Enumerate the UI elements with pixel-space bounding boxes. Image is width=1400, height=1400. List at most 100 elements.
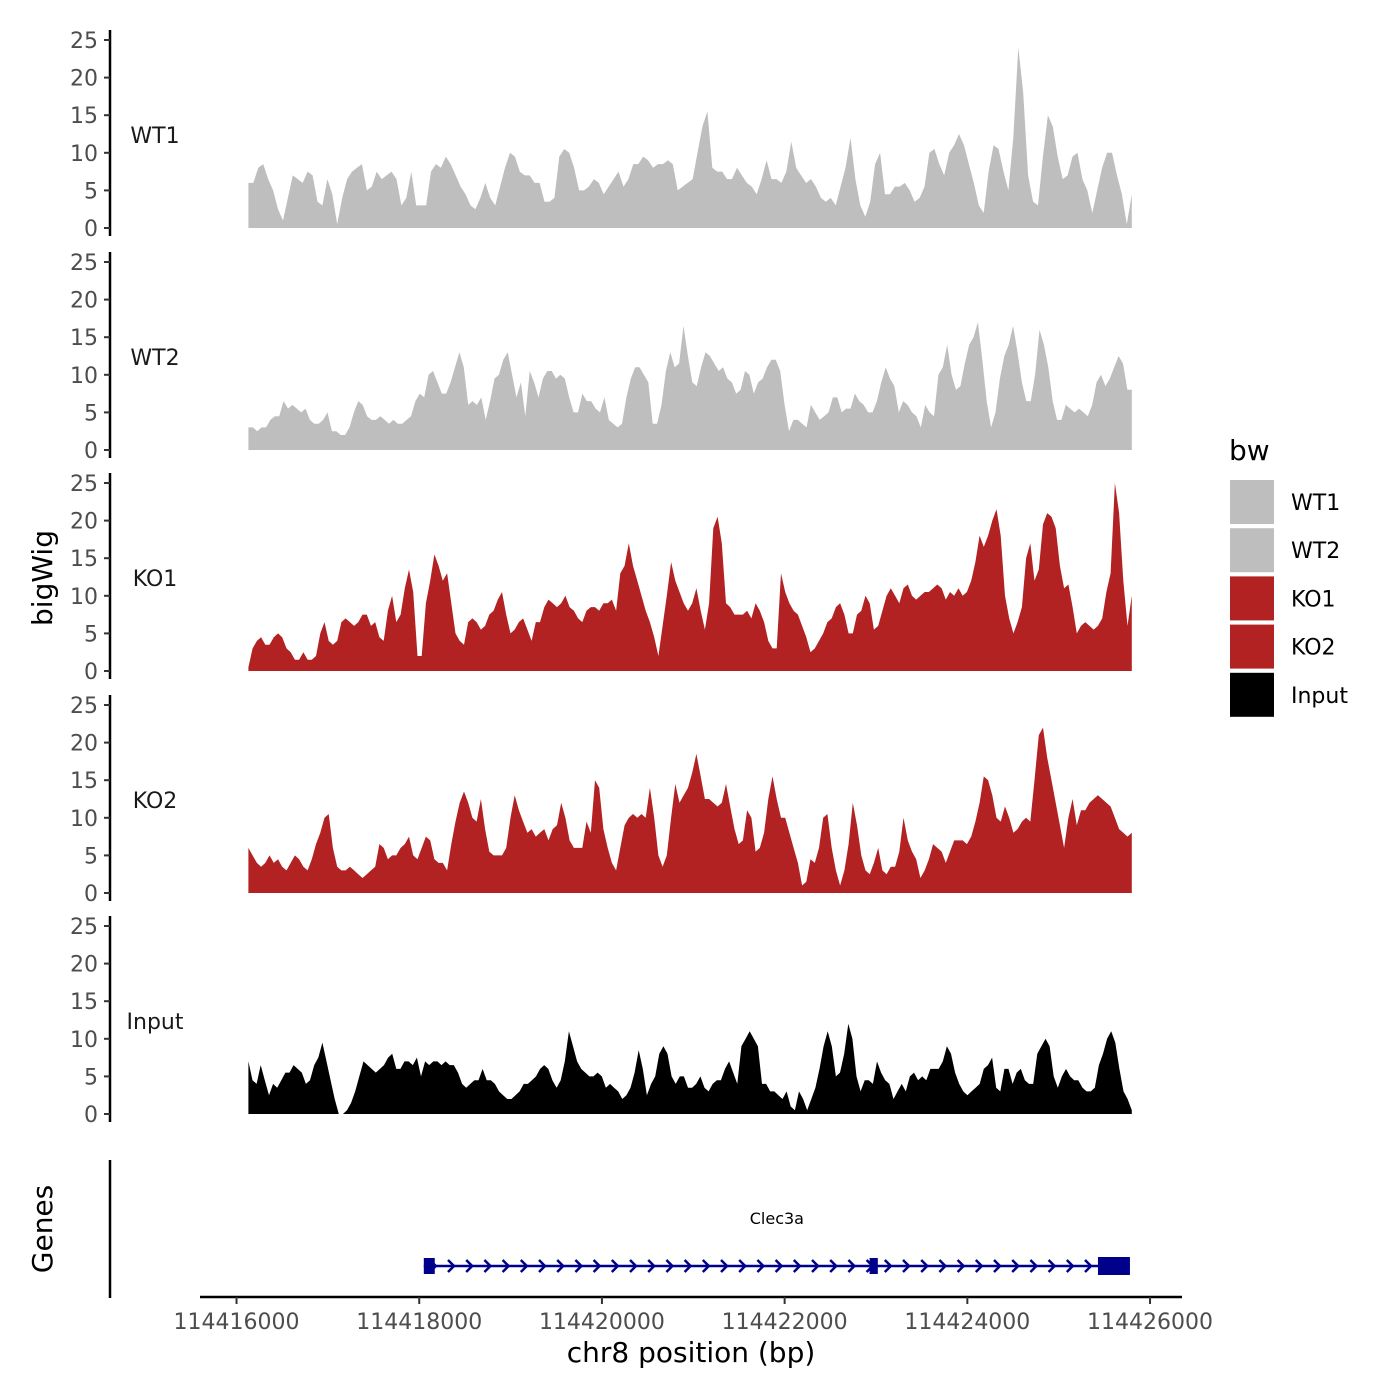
signal-area-ko2 <box>248 727 1132 893</box>
y-tick-label: 10 <box>70 585 98 610</box>
legend-label-ko2: KO2 <box>1291 636 1336 661</box>
strand-arrow <box>519 1259 529 1273</box>
y-tick-label: 5 <box>84 401 98 426</box>
strand-arrow <box>1029 1259 1039 1273</box>
strand-arrow <box>465 1259 474 1273</box>
signal-area-input <box>248 1023 1132 1114</box>
strand-arrow <box>738 1259 747 1273</box>
x-tick-label: 114426000 <box>1087 1310 1213 1335</box>
strand-arrow <box>1047 1259 1057 1273</box>
strand-arrow <box>811 1259 820 1273</box>
strand-arrow <box>629 1259 638 1273</box>
y-tick-label: 0 <box>84 217 98 242</box>
strand-arrow <box>792 1259 802 1273</box>
gene-track: Clec3a <box>108 1160 1130 1298</box>
strand-arrow <box>556 1259 565 1273</box>
strand-arrow <box>920 1259 929 1273</box>
legend-label-wt1: WT1 <box>1291 491 1340 516</box>
y-tick-label: 15 <box>70 990 98 1015</box>
y-tick-label: 5 <box>84 844 98 869</box>
signal-area-ko1 <box>248 483 1132 671</box>
strand-arrow <box>1065 1259 1075 1273</box>
track-wt2: 0 5 10 15 20 25 WT2 <box>70 251 1132 464</box>
legend-key-wt2 <box>1230 528 1274 573</box>
strand-arrow <box>938 1259 948 1273</box>
y-tick-label: 20 <box>70 67 98 92</box>
strand-arrow <box>592 1259 602 1273</box>
y-tick-label: 10 <box>70 142 98 167</box>
signal-tracks: 0510152025WT10510152025WT20510152025KO10… <box>70 29 1132 1128</box>
y-tick-label: 20 <box>70 289 98 314</box>
x-tick-label: 114420000 <box>539 1310 665 1335</box>
strand-arrow <box>574 1259 584 1273</box>
strand-arrow <box>701 1259 711 1273</box>
gene-exon <box>869 1258 878 1274</box>
y-axis-title: bigWig <box>26 530 59 626</box>
x-axis: 114416000 114418000 114420000 114422000 1144… <box>174 1295 1213 1335</box>
y-tick-label: 25 <box>70 472 98 497</box>
x-tick-label: 114422000 <box>722 1310 848 1335</box>
track-label-wt1: WT1 <box>130 124 179 149</box>
y-tick-label: 5 <box>84 179 98 204</box>
y-tick-label: 20 <box>70 510 98 535</box>
y-tick-label: 10 <box>70 1028 98 1053</box>
strand-arrow <box>447 1259 456 1273</box>
y-tick-label: 20 <box>70 732 98 757</box>
y-tick-label: 0 <box>84 1103 98 1128</box>
legend: bw WT1 WT2 KO1 KO2 Input <box>1229 434 1348 717</box>
legend-key-ko2 <box>1230 624 1274 669</box>
strand-arrow <box>847 1259 857 1273</box>
strand-arrow <box>1084 1259 1093 1273</box>
y-tick-label: 25 <box>70 29 98 54</box>
y-tick-label: 0 <box>84 439 98 464</box>
strand-arrow <box>665 1259 675 1273</box>
x-tick-label: 114424000 <box>904 1310 1030 1335</box>
strand-arrow <box>1011 1259 1020 1273</box>
track-ko2: 0 5 10 15 20 25 KO2 <box>70 694 1132 907</box>
strand-arrow <box>501 1259 511 1273</box>
strand-arrow <box>720 1259 729 1273</box>
y-tick-label: 25 <box>70 915 98 940</box>
x-tick-label: 114416000 <box>174 1310 300 1335</box>
gene-name-label: Clec3a <box>750 1209 804 1228</box>
strand-arrow <box>774 1259 784 1273</box>
strand-arrow <box>483 1259 493 1273</box>
strand-arrow <box>902 1259 911 1273</box>
legend-key-ko1 <box>1230 576 1274 621</box>
track-label-ko2: KO2 <box>133 789 178 814</box>
track-ko1: 0 5 10 15 20 25 KO1 <box>70 472 1132 685</box>
y-tick-label: 10 <box>70 807 98 832</box>
y-tick-label: 20 <box>70 953 98 978</box>
legend-label-input: Input <box>1291 684 1348 709</box>
track-label-input: Input <box>127 1010 184 1035</box>
legend-key-input <box>1230 672 1274 717</box>
strand-arrow <box>883 1259 893 1273</box>
legend-label-wt2: WT2 <box>1291 539 1340 564</box>
legend-label-ko1: KO1 <box>1291 587 1336 612</box>
gene-exon <box>1097 1257 1130 1275</box>
gene-exon <box>423 1258 435 1274</box>
strand-arrow <box>956 1259 966 1273</box>
y-tick-label: 15 <box>70 547 98 572</box>
y-tick-label: 15 <box>70 769 98 794</box>
strand-arrow <box>610 1259 620 1273</box>
x-tick-label: 114418000 <box>356 1310 482 1335</box>
signal-area-wt2 <box>248 322 1132 450</box>
legend-title: bw <box>1229 434 1270 467</box>
y-tick-label: 10 <box>70 364 98 389</box>
y-tick-label: 25 <box>70 251 98 276</box>
track-input: 0 5 10 15 20 25 Input <box>70 915 1132 1128</box>
strand-arrow <box>756 1259 766 1273</box>
strand-arrow <box>647 1259 656 1273</box>
y-tick-label: 15 <box>70 104 98 129</box>
y-tick-label: 25 <box>70 694 98 719</box>
x-axis-title: chr8 position (bp) <box>567 1336 816 1369</box>
track-label-wt2: WT2 <box>130 346 179 371</box>
y-tick-label: 5 <box>84 1065 98 1090</box>
legend-key-wt1 <box>1230 480 1274 524</box>
strand-arrow <box>683 1259 693 1273</box>
strand-arrow <box>538 1259 547 1273</box>
y-tick-label: 0 <box>84 882 98 907</box>
y-tick-label: 0 <box>84 660 98 685</box>
